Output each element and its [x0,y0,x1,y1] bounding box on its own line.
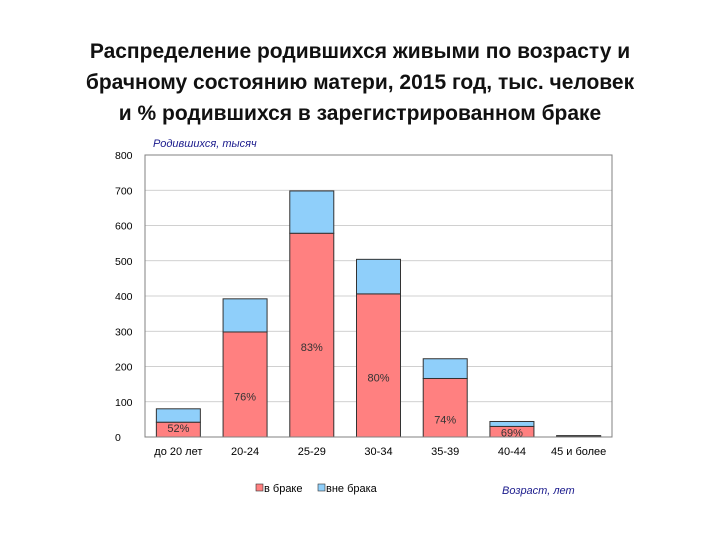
percent-label: 74% [434,415,456,427]
y-tick-label: 100 [115,397,133,409]
percent-label: 69% [501,427,523,439]
bar-unmarried-5 [489,420,535,427]
bar-married-4 [422,377,468,438]
category-labels: до 20 лет 20-24 25-29 30-34 35-39 40-44 45 и б… [154,446,606,458]
y-axis-title: Родившихся, тысяч [153,138,257,150]
y-tick-label: 200 [115,362,133,374]
y-tick-label: 800 [115,150,133,162]
y-tick-label: 300 [115,326,133,338]
legend-swatch-married [255,483,264,492]
x-category-label: 45 и более [551,446,606,458]
plot-frame [144,154,613,438]
legend-label-married: в браке [264,483,303,495]
percent-label: 80% [367,372,389,384]
percent-labels: 52% 76% 83% 80% 74% 69% [167,342,523,439]
x-axis-title: Возраст, лет [502,485,575,497]
bar-unmarried-3 [356,258,401,295]
x-category-label: 40-44 [498,446,526,458]
y-tick-labels: 0 100 200 300 400 500 600 700 800 [115,150,133,444]
bar-unmarried-6 [556,435,602,437]
x-category-label: до 20 лет [154,446,202,458]
x-category-label: 35-39 [431,446,459,458]
bar-unmarried-4 [422,358,468,379]
y-tick-label: 600 [115,221,133,233]
legend-swatch-unmarried [317,483,326,492]
y-tick-label: 0 [115,432,121,444]
legend: в браке вне брака [255,483,378,495]
y-tick-label: 400 [115,291,133,303]
bar-unmarried-0 [155,408,201,423]
percent-label: 83% [301,342,323,354]
x-category-label: 30-34 [364,446,392,458]
title-line-1: Распределение родившихся живыми по возра… [89,40,631,63]
page-title: Распределение родившихся живыми по возра… [20,36,700,129]
y-tick-label: 700 [115,185,133,197]
y-tick-label: 500 [115,256,133,268]
percent-label: 52% [167,423,189,435]
bar-married-3 [356,293,401,438]
bars [155,190,602,438]
bar-married-1 [222,331,268,438]
legend-label-unmarried: вне брака [326,483,378,495]
title-line-3: и % родившихся в зарегистрированном брак… [118,102,602,125]
bar-unmarried-2 [289,190,335,234]
x-category-label: 25-29 [298,446,326,458]
x-category-label: 20-24 [231,446,259,458]
title-line-2: брачному состоянию матери, 2015 год, тыс… [85,71,635,94]
bar-married-2 [289,232,335,438]
bar-unmarried-1 [222,298,268,333]
percent-label: 76% [234,391,256,403]
